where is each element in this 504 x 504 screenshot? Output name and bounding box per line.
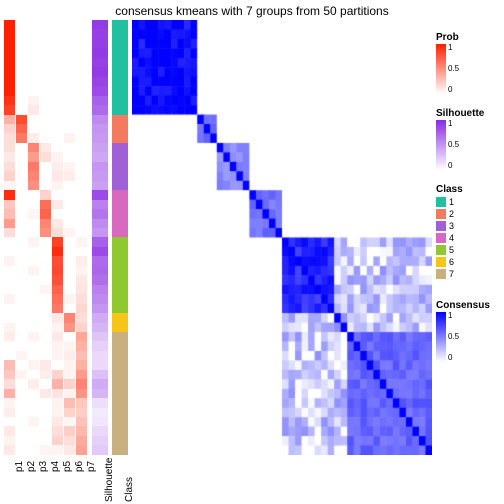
legend-silhouette: Silhouette 10.50 — [436, 108, 500, 170]
xlabel-p7: p7 — [86, 461, 97, 472]
xlabel-p6: p6 — [74, 461, 85, 472]
consensus-heatmap — [132, 20, 432, 455]
xlabel-p5: p5 — [62, 461, 73, 472]
xlabel-p2: p2 — [26, 461, 37, 472]
xlabel-p1: p1 — [14, 461, 25, 472]
xlabel-p3: p3 — [38, 461, 49, 472]
legend-class: Class 1234567 — [436, 184, 500, 280]
legend-prob: Prob 10.50 — [436, 32, 500, 94]
x-axis-labels: p1p2p3p4p5p6p7SilhouetteClass — [4, 458, 138, 502]
chart-title: consensus kmeans with 7 groups from 50 p… — [0, 4, 504, 18]
legend-consensus: Consensus 10.50 — [436, 300, 500, 362]
class-annotation-column — [112, 20, 128, 455]
silhouette-annotation-column — [92, 20, 108, 455]
xlabel-p4: p4 — [50, 461, 61, 472]
prob-annotation-columns — [4, 20, 88, 455]
